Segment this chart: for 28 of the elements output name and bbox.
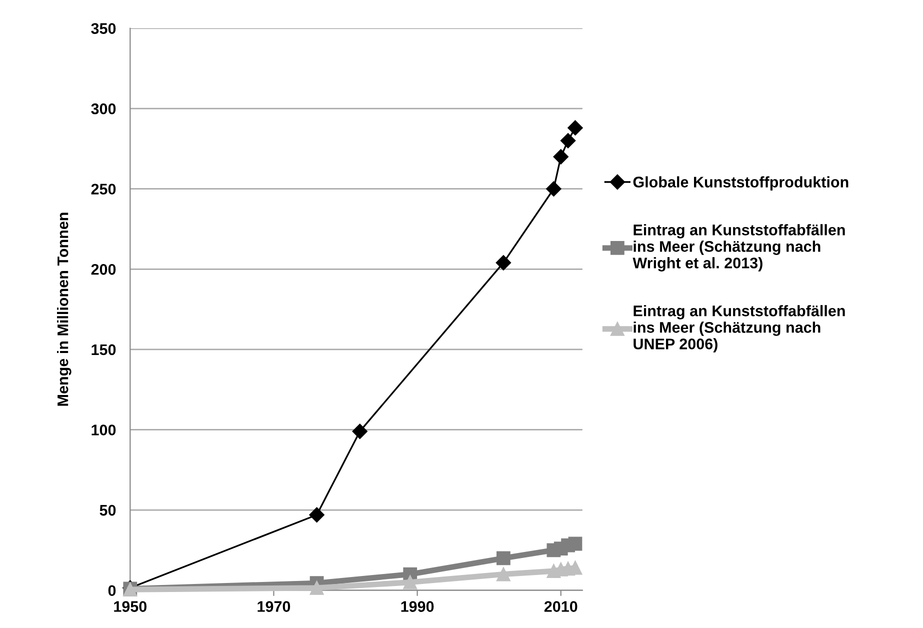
y-tick-label: 350 (91, 23, 116, 34)
point (560, 133, 576, 148)
point (546, 181, 562, 196)
point (568, 120, 583, 136)
legend-label: Eintrag an Kunststoffabfällen ins Meer (Schätzung nach UNEP 2006) (634, 305, 845, 352)
point (568, 536, 582, 551)
point (352, 424, 368, 439)
y-tick-label: 0 (108, 585, 116, 596)
x-tick-label: 1950 (114, 601, 147, 612)
y-tick-label: 100 (92, 424, 116, 436)
x-tick-label: 1970 (258, 601, 290, 612)
point (553, 149, 568, 164)
legend-label: Eintrag an Kunststoffabfällen ins Meer (Schätzung nach Wright et al. 2013) (632, 224, 845, 272)
point (496, 567, 510, 582)
y-tick-label: 150 (92, 344, 116, 356)
y-tick-label: 50 (100, 504, 116, 516)
point (403, 575, 418, 590)
x-tick-label: 1990 (401, 601, 434, 612)
y-axis-title: Menge in Millionen Tonnen (57, 212, 72, 406)
y-tick-label: 300 (91, 103, 116, 114)
y-tick-label: 200 (91, 264, 116, 275)
x-tick-label: 2010 (544, 601, 578, 612)
legend-label: Globale Kunststoffproduktion (633, 176, 848, 191)
point (496, 551, 510, 566)
point (309, 507, 324, 522)
y-tick-label: 250 (91, 184, 116, 195)
point (496, 255, 512, 270)
point (310, 580, 324, 595)
